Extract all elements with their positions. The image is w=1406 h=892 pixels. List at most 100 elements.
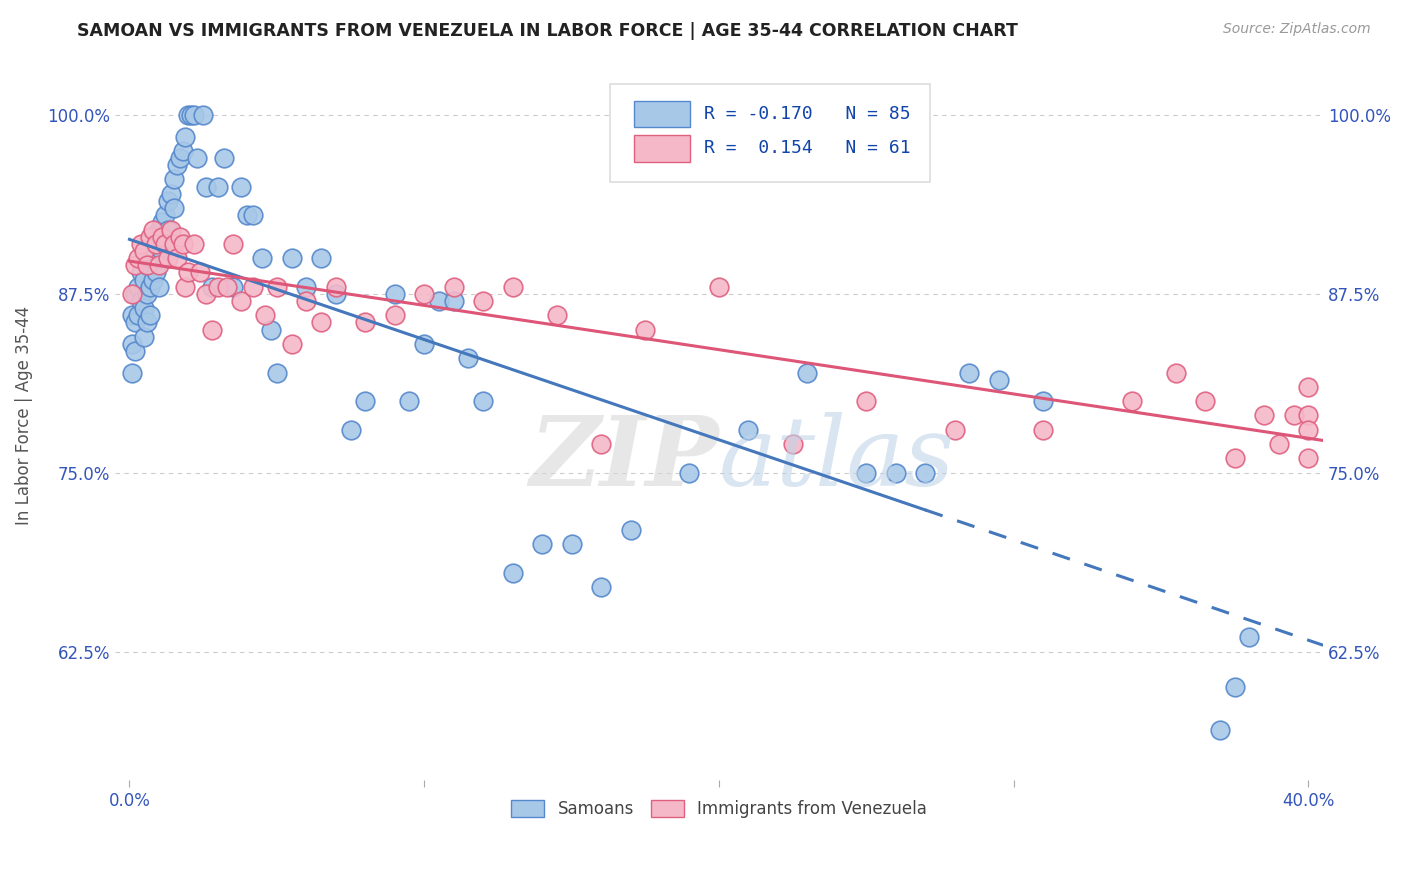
Point (236, 208, 259, 222)
Point (325, 286, 347, 301)
Point (589, 437, 612, 451)
Point (148, 251, 170, 265)
Text: Source: ZipAtlas.com: Source: ZipAtlas.com (1223, 22, 1371, 37)
Point (242, 208, 264, 222)
Text: SAMOAN VS IMMIGRANTS FROM VENEZUELA IN LABOR FORCE | AGE 35-44 CORRELATION CHART: SAMOAN VS IMMIGRANTS FROM VENEZUELA IN L… (77, 22, 1018, 40)
Point (134, 301, 156, 316)
Point (172, 236, 194, 251)
Point (174, 279, 197, 293)
Point (207, 279, 229, 293)
Point (1209, 723, 1232, 738)
Point (242, 279, 264, 293)
Point (1268, 437, 1291, 451)
Point (150, 244, 173, 258)
Point (561, 537, 583, 551)
Text: ZIP: ZIP (529, 412, 718, 507)
Point (195, 286, 218, 301)
Point (163, 201, 186, 215)
Point (129, 236, 152, 251)
Point (156, 251, 179, 265)
Point (134, 330, 156, 344)
Point (855, 394, 877, 409)
Point (159, 222, 181, 236)
Point (354, 394, 377, 409)
Point (260, 323, 283, 337)
Point (121, 286, 143, 301)
Point (150, 229, 173, 244)
Point (221, 236, 243, 251)
Point (619, 523, 641, 537)
Point (634, 323, 657, 337)
Point (139, 251, 162, 265)
Point (139, 279, 162, 293)
Point (1239, 630, 1261, 644)
Point (142, 244, 165, 258)
Point (215, 279, 238, 293)
Point (737, 423, 759, 437)
Point (1298, 423, 1320, 437)
Point (145, 236, 167, 251)
Point (136, 258, 159, 272)
Point (707, 279, 730, 293)
Point (148, 222, 170, 236)
Point (193, 108, 215, 122)
Point (169, 229, 191, 244)
Point (153, 236, 176, 251)
Point (145, 236, 167, 251)
Point (295, 279, 318, 293)
Point (914, 466, 936, 480)
Point (959, 366, 981, 380)
Point (782, 437, 804, 451)
Point (295, 293, 318, 308)
Point (172, 144, 194, 158)
Point (174, 129, 197, 144)
FancyBboxPatch shape (634, 101, 690, 128)
Point (136, 316, 159, 330)
Point (201, 323, 224, 337)
Point (254, 309, 277, 323)
Point (156, 222, 179, 236)
Point (169, 151, 191, 165)
Text: atlas: atlas (718, 412, 955, 507)
Point (1194, 394, 1216, 409)
Point (443, 293, 465, 308)
Point (145, 265, 167, 279)
Point (987, 373, 1010, 387)
Point (150, 215, 173, 229)
Point (427, 293, 450, 308)
Legend: Samoans, Immigrants from Venezuela: Samoans, Immigrants from Venezuela (502, 792, 935, 827)
Point (266, 279, 288, 293)
Point (1032, 423, 1054, 437)
Point (546, 309, 568, 323)
Point (221, 279, 243, 293)
Point (121, 309, 143, 323)
Point (309, 251, 332, 265)
Point (855, 466, 877, 480)
Point (231, 179, 253, 194)
Point (195, 179, 218, 194)
Point (472, 394, 495, 409)
Point (1032, 394, 1054, 409)
Point (280, 251, 302, 265)
Point (201, 279, 224, 293)
Point (166, 158, 188, 172)
Point (183, 236, 205, 251)
Point (180, 108, 202, 122)
Text: R = -0.170   N = 85: R = -0.170 N = 85 (704, 105, 911, 123)
Point (1253, 409, 1275, 423)
Point (231, 293, 253, 308)
Point (472, 293, 495, 308)
Point (186, 151, 208, 165)
Point (325, 279, 347, 293)
Point (134, 244, 156, 258)
Point (502, 566, 524, 580)
Point (384, 286, 406, 301)
Point (136, 258, 159, 272)
Point (384, 309, 406, 323)
Point (142, 222, 165, 236)
Point (1121, 394, 1143, 409)
Point (177, 108, 200, 122)
Point (796, 366, 818, 380)
Point (134, 272, 156, 286)
Point (124, 258, 146, 272)
